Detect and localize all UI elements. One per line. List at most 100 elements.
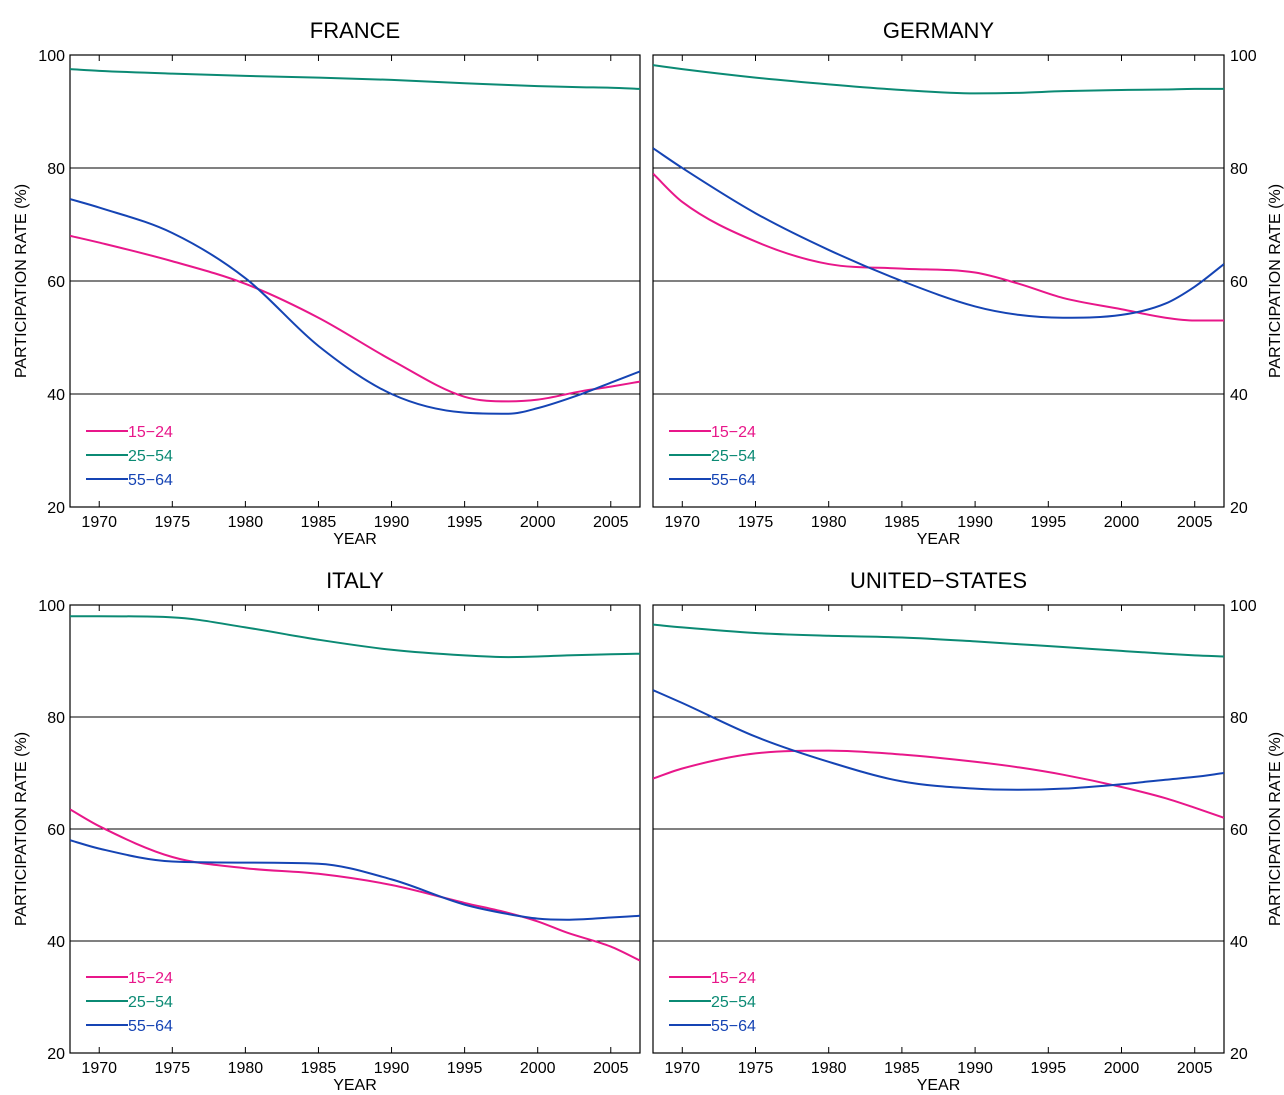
- legend-label: 15−24: [711, 424, 756, 441]
- chart-title: FRANCE: [310, 18, 400, 43]
- x-tick-label: 1980: [811, 514, 847, 531]
- x-axis-label: YEAR: [917, 531, 961, 548]
- y-tick-label: 60: [1230, 822, 1248, 839]
- y-tick-label: 20: [47, 500, 65, 517]
- legend-label: 15−24: [128, 424, 173, 441]
- legend: 15−24 25−54 55−64: [669, 970, 756, 1035]
- legend-label: 55−64: [711, 1018, 756, 1035]
- series-line-1: [653, 64, 1224, 95]
- y-axis-label: PARTICIPATION RATE (%): [1267, 184, 1284, 378]
- series-line-2: [70, 839, 640, 921]
- legend-label: 15−24: [711, 970, 756, 987]
- x-tick-label: 1980: [811, 1060, 847, 1077]
- x-tick-label: 1985: [884, 514, 920, 531]
- x-tick-label: 1975: [738, 1060, 774, 1077]
- y-tick-label: 60: [1230, 274, 1248, 291]
- series-group: [70, 68, 640, 415]
- legend: 15−24 25−54 55−64: [86, 970, 173, 1035]
- legend-label: 25−54: [128, 994, 173, 1011]
- chart-panel-2: ITALY 1970 1975 1980 1985 1990 1995 2000 2005 20 4…: [13, 568, 641, 1094]
- y-tick-label: 60: [47, 822, 65, 839]
- y-tick-label: 100: [1230, 48, 1257, 65]
- x-tick-label: 2005: [1177, 514, 1213, 531]
- chart-title: ITALY: [326, 568, 384, 593]
- x-tick-label: 1990: [957, 1060, 993, 1077]
- x-tick-label: 1970: [664, 514, 700, 531]
- x-tick-label: 1975: [155, 514, 191, 531]
- y-tick-label: 80: [1230, 161, 1248, 178]
- series-line-0: [653, 172, 1224, 322]
- legend: 15−24 25−54 55−64: [86, 424, 173, 489]
- x-tick-label: 1985: [301, 514, 337, 531]
- x-tick-label: 1970: [81, 514, 117, 531]
- y-axis-label: PARTICIPATION RATE (%): [13, 184, 30, 378]
- x-tick-label: 1990: [374, 1060, 410, 1077]
- x-tick-label: 1995: [447, 1060, 483, 1077]
- series-line-1: [653, 623, 1224, 658]
- series-group: [70, 615, 640, 962]
- series-line-0: [70, 234, 640, 403]
- x-tick-label: 1975: [738, 514, 774, 531]
- legend-label: 55−64: [128, 472, 173, 489]
- y-axis-label: PARTICIPATION RATE (%): [13, 732, 30, 926]
- x-axis-label: YEAR: [917, 1077, 961, 1094]
- y-tick-label: 80: [47, 161, 65, 178]
- x-tick-label: 2000: [520, 514, 556, 531]
- x-tick-label: 1980: [228, 514, 264, 531]
- series-group: [653, 623, 1224, 819]
- chart-title: GERMANY: [883, 18, 995, 43]
- legend-label: 25−54: [711, 994, 756, 1011]
- x-tick-label: 2000: [520, 1060, 556, 1077]
- series-group: [653, 64, 1224, 322]
- x-tick-label: 2005: [593, 514, 629, 531]
- y-tick-label: 80: [1230, 710, 1248, 727]
- y-tick-label: 100: [38, 48, 65, 65]
- x-tick-label: 1990: [957, 514, 993, 531]
- chart-panel-1: GERMANY 1970 1975 1980 1985 1990 1995 2000 2005 2…: [652, 18, 1284, 548]
- series-line-1: [70, 615, 640, 659]
- y-tick-label: 80: [47, 710, 65, 727]
- x-tick-label: 2000: [1104, 514, 1140, 531]
- x-tick-label: 1995: [447, 514, 483, 531]
- y-tick-label: 40: [47, 387, 65, 404]
- y-tick-label: 20: [1230, 500, 1248, 517]
- x-tick-label: 1995: [1031, 1060, 1067, 1077]
- y-tick-label: 20: [1230, 1046, 1248, 1063]
- y-axis-label: PARTICIPATION RATE (%): [1267, 732, 1284, 926]
- series-line-2: [70, 198, 640, 415]
- series-line-2: [653, 689, 1224, 791]
- x-tick-label: 1985: [301, 1060, 337, 1077]
- y-tick-label: 100: [38, 598, 65, 615]
- x-tick-label: 1970: [664, 1060, 700, 1077]
- y-tick-label: 40: [1230, 387, 1248, 404]
- series-line-0: [70, 808, 640, 962]
- x-tick-label: 1975: [155, 1060, 191, 1077]
- y-tick-label: 40: [1230, 934, 1248, 951]
- x-tick-label: 1995: [1031, 514, 1067, 531]
- legend-label: 55−64: [711, 472, 756, 489]
- series-line-0: [653, 749, 1224, 819]
- x-tick-label: 1990: [374, 514, 410, 531]
- x-axis-label: YEAR: [333, 531, 377, 548]
- x-tick-label: 2005: [1177, 1060, 1213, 1077]
- chart-title: UNITED−STATES: [850, 568, 1027, 593]
- y-tick-label: 60: [47, 274, 65, 291]
- y-tick-label: 100: [1230, 598, 1257, 615]
- x-axis-label: YEAR: [333, 1077, 377, 1094]
- legend: 15−24 25−54 55−64: [669, 424, 756, 489]
- x-tick-label: 1985: [884, 1060, 920, 1077]
- legend-label: 15−24: [128, 970, 173, 987]
- legend-label: 55−64: [128, 1018, 173, 1035]
- chart-panel-3: UNITED−STATES 1970 1975 1980 1985 1990 1995 200…: [652, 568, 1284, 1094]
- series-line-2: [653, 147, 1224, 319]
- y-tick-label: 40: [47, 934, 65, 951]
- series-line-1: [70, 68, 640, 90]
- y-tick-label: 20: [47, 1046, 65, 1063]
- legend-label: 25−54: [711, 448, 756, 465]
- x-tick-label: 2000: [1104, 1060, 1140, 1077]
- x-tick-label: 2005: [593, 1060, 629, 1077]
- legend-label: 25−54: [128, 448, 173, 465]
- x-tick-label: 1970: [81, 1060, 117, 1077]
- x-tick-label: 1980: [228, 1060, 264, 1077]
